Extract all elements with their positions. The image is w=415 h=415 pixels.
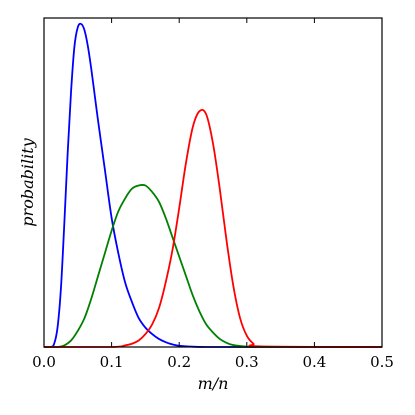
series-group [43,22,383,348]
x-tick-label: 0.0 [32,353,56,371]
tick-label-group: 0.0 0.1 0.2 0.3 0.4 0.5 [32,353,394,371]
series-line-3 [43,108,383,348]
x-tick-label: 0.4 [302,353,326,371]
x-tick-label: 0.2 [167,353,191,371]
y-axis-label: probability [18,137,37,226]
x-tick-label: 0.5 [370,353,394,371]
x-tick-label: 0.1 [100,353,124,371]
series-line-1 [43,22,382,348]
series-line-2 [43,183,382,348]
tick-group [43,18,383,347]
plot-frame [43,17,383,348]
x-tick-label: 0.3 [235,353,259,371]
x-axis-label: m/n [198,374,229,393]
